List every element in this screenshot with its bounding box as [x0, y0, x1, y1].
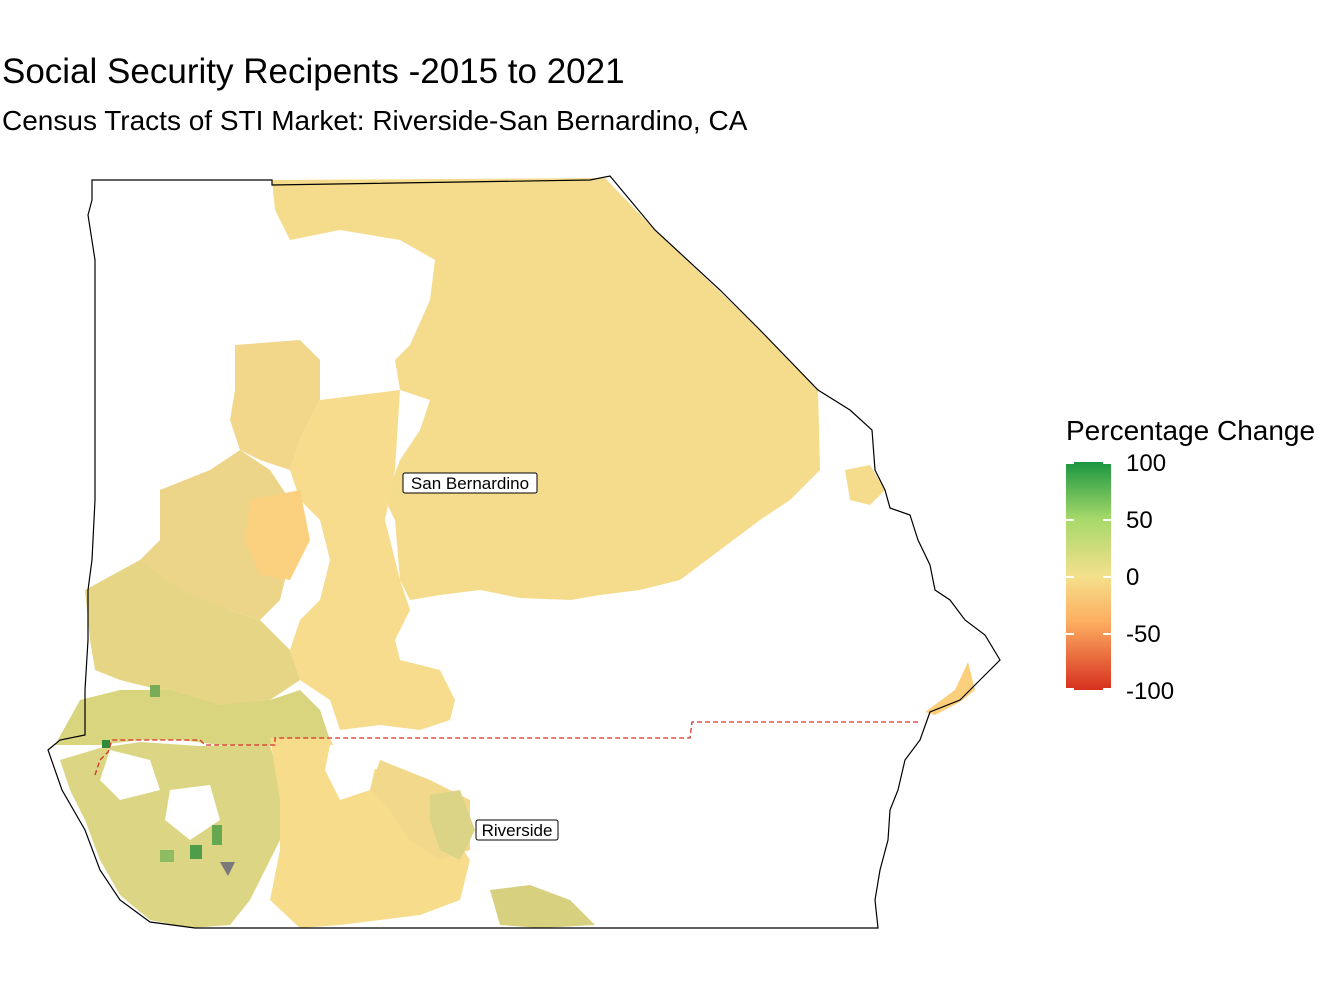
tract-needles — [925, 662, 975, 715]
label-san-bernardino-text: San Bernardino — [411, 474, 529, 493]
tract-inland-empire — [55, 690, 330, 745]
legend-tick-minus50 — [1066, 633, 1074, 635]
legend-tick-50 — [1066, 519, 1074, 521]
tract-dot-east — [845, 465, 885, 505]
legend-label-minus50: -50 — [1126, 621, 1161, 648]
tract-victorville — [140, 450, 300, 620]
chart-subtitle: Census Tracts of STI Market: Riverside-S… — [2, 105, 748, 136]
tract-green-4 — [102, 740, 110, 748]
tract-large-north — [272, 178, 820, 600]
legend: Percentage Change 100 50 0 -50 -100 — [1064, 412, 1344, 712]
tract-riverside-west — [60, 742, 290, 928]
tract-green-3 — [150, 685, 160, 697]
tract-valley-west — [85, 560, 300, 710]
tract-central-desert — [290, 390, 455, 730]
county-boundary — [94, 721, 920, 776]
legend-color-bar — [1066, 462, 1111, 690]
chart-title: Social Security Recipents -2015 to 2021 — [2, 52, 625, 91]
tract-hot-spot — [245, 490, 310, 580]
legend-label-0: 0 — [1126, 564, 1140, 591]
tract-borrego — [490, 885, 595, 928]
label-san-bernardino: San Bernardino — [402, 472, 538, 494]
legend-tick-0-right — [1103, 576, 1111, 578]
tract-gap-1 — [325, 745, 380, 800]
legend-label-minus100: -100 — [1126, 678, 1175, 705]
tract-riverside-central — [270, 738, 470, 928]
tract-no-data — [220, 862, 235, 876]
legend-title: Percentage Change — [1066, 415, 1316, 446]
market-outline — [47, 175, 1001, 929]
legend-label-100: 100 — [1126, 450, 1167, 477]
tract-gap-2 — [100, 750, 160, 800]
legend-tick-minus100 — [1066, 688, 1074, 690]
legend-tick-minus50-right — [1103, 633, 1111, 635]
tract-coachella — [430, 790, 475, 860]
tract-green-1 — [190, 845, 202, 859]
legend-tick-100 — [1066, 462, 1074, 464]
tract-green-2 — [212, 825, 222, 845]
tract-green-5 — [160, 850, 174, 862]
legend-tick-minus100-right — [1103, 688, 1111, 690]
tract-gap-3 — [165, 785, 220, 840]
legend-label-50: 50 — [1126, 507, 1153, 534]
legend-tick-100-right — [1103, 462, 1111, 464]
tract-westend — [230, 340, 320, 470]
legend-tick-50-right — [1103, 519, 1111, 521]
label-riverside: Riverside — [475, 819, 559, 841]
legend-tick-0 — [1066, 576, 1074, 578]
label-riverside-text: Riverside — [482, 821, 553, 840]
